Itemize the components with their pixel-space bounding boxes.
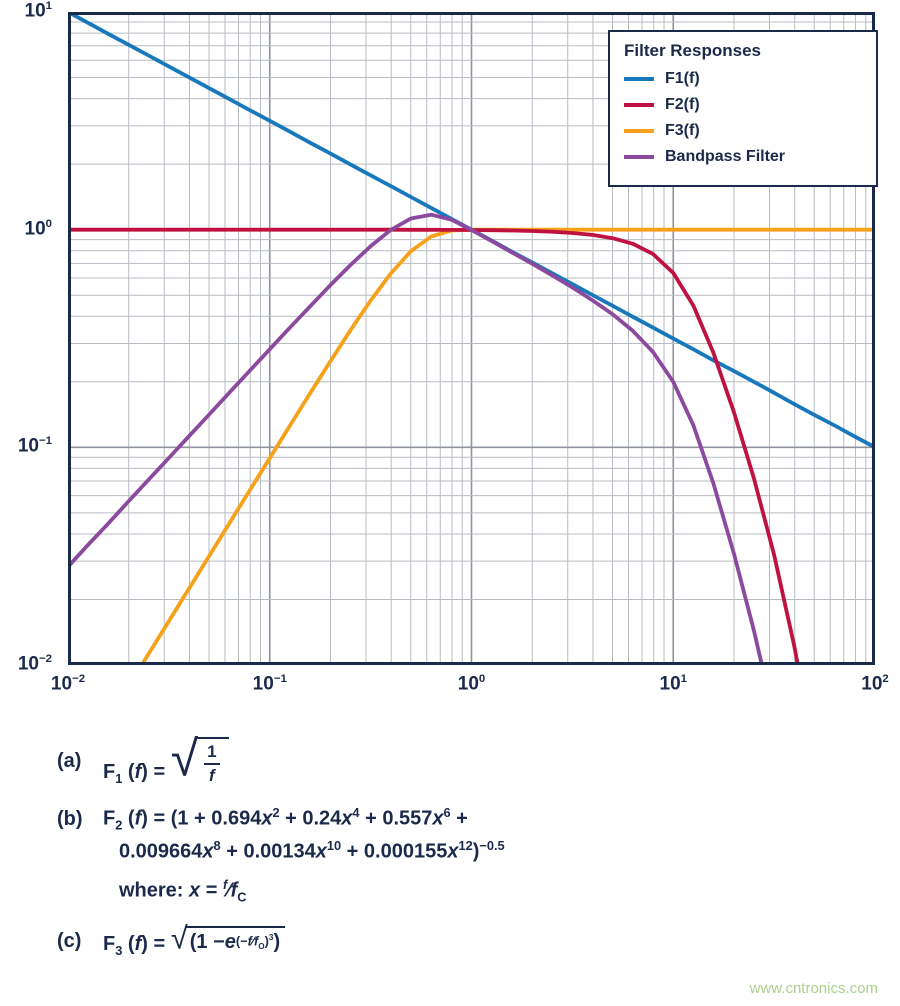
formula-content: 0.009664x8 + 0.00134x10 + 0.000155x12)−0… <box>119 838 505 863</box>
formula-line: 0.009664x8 + 0.00134x10 + 0.000155x12)−0… <box>119 836 505 866</box>
x-tick-label: 10−2 <box>50 673 86 695</box>
legend-swatch-f1 <box>624 76 654 82</box>
x-tick-label: 102 <box>861 673 889 695</box>
radical-icon: √ <box>170 730 199 787</box>
formula-content: where: x = f⁄fC <box>119 877 247 905</box>
formula-label: (a) <box>57 749 82 772</box>
legend-item-bandpass: Bandpass Filter <box>624 148 862 166</box>
plot-area <box>68 12 875 665</box>
formula-content: F3 (f) = √ (1 − e (−f⁄fO)3) <box>103 920 286 958</box>
legend-swatch-bandpass <box>624 154 654 160</box>
x-axis: 10−2 10−1 100 101 102 <box>0 673 900 709</box>
formula: (a) F1 (f) = √ 1 f <box>57 730 505 787</box>
filter-response-chart: 101 100 10−1 10−2 10−2 10−1 100 101 102 Filter … <box>0 0 900 709</box>
formula-label: (b) <box>57 807 83 830</box>
y-tick-label: 10−1 <box>17 435 52 457</box>
legend-title: Filter Responses <box>624 41 761 60</box>
formula-line: (b) F2 (f) = (1 + 0.694x2 + 0.24x4 + 0.55… <box>57 802 505 836</box>
formula-label: (c) <box>57 929 82 952</box>
formula-line: where: x = f⁄fC <box>119 874 505 908</box>
formula: (c) F3 (f) = √ (1 − e (−f⁄fO)3) <box>57 920 505 958</box>
plot-border <box>68 12 875 665</box>
radical-icon: √ <box>170 920 188 956</box>
legend-item-label: F1(f) <box>665 70 700 87</box>
legend-swatch-f2 <box>624 102 654 108</box>
curve-bandpass <box>68 212 764 665</box>
legend-item-f2: F2(f) <box>624 96 862 114</box>
y-axis: 101 100 10−1 10−2 <box>0 0 60 674</box>
legend-item-label: F2(f) <box>665 96 700 113</box>
legend-item-f3: F3(f) <box>624 122 862 140</box>
y-tick-label: 101 <box>24 0 52 22</box>
legend-items: F1(f) F2(f) F3(f) Bandpass Filter <box>624 70 862 166</box>
legend-item-label: Bandpass Filter <box>665 148 786 165</box>
legend: Filter Responses F1(f) F2(f) F3(f) Bandpass… <box>608 30 878 187</box>
x-tick-label: 100 <box>457 673 486 695</box>
formula-content: F2 (f) = (1 + 0.694x2 + 0.24x4 + 0.557x6… <box>103 805 468 833</box>
formula: (b) F2 (f) = (1 + 0.694x2 + 0.24x4 + 0.55… <box>57 802 505 908</box>
y-tick-label: 10−2 <box>17 653 52 675</box>
legend-item-f1: F1(f) <box>624 70 862 88</box>
x-tick-label: 101 <box>659 673 687 695</box>
formula-line: (c) F3 (f) = √ (1 − e (−f⁄fO)3) <box>57 920 505 958</box>
legend-item-label: F3(f) <box>665 122 700 139</box>
formula-content: F1 (f) = √ 1 f <box>103 730 229 787</box>
formula-line: (a) F1 (f) = √ 1 f <box>57 730 505 787</box>
formula-list: (a) F1 (f) = √ 1 f (b) F2 (f) = (1 + 0.694x2 … <box>57 730 505 974</box>
y-tick-label: 100 <box>24 217 52 239</box>
x-tick-label: 10−1 <box>252 673 287 695</box>
legend-swatch-f3 <box>624 128 654 134</box>
watermark: www.cntronics.com <box>749 980 878 997</box>
